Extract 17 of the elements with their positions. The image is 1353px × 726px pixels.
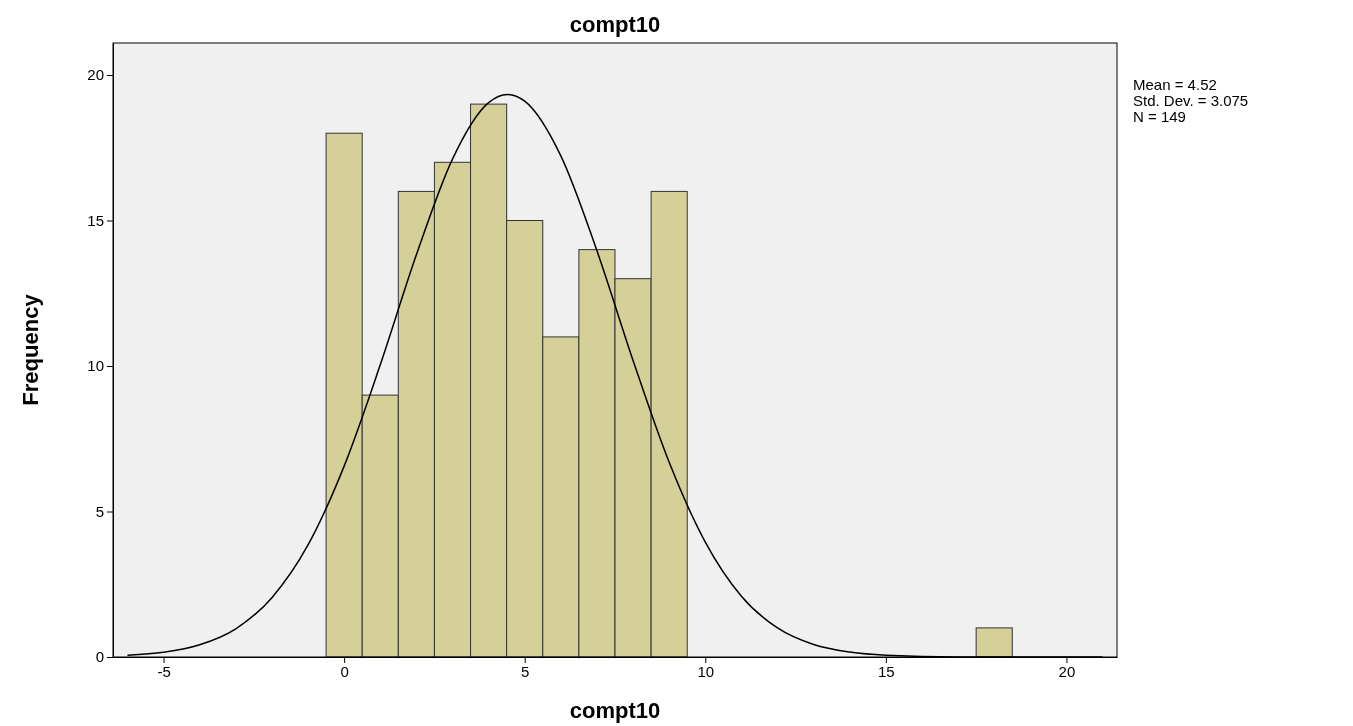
y-tick-label: 5 <box>95 502 104 520</box>
x-axis-title: compt10 <box>569 698 661 723</box>
text: N = 149 <box>1133 108 1186 125</box>
x-tick-label: -5 <box>157 662 171 680</box>
text: Std. Dev. = 3.075 <box>1133 92 1249 109</box>
x-tick-label: 0 <box>340 662 349 680</box>
y-tick-label: 10 <box>87 357 104 375</box>
y-tick-label: 15 <box>87 211 104 229</box>
y-axis-title: Frequency <box>18 293 43 406</box>
x-tick-label: 5 <box>521 662 530 680</box>
y-tick-label: 0 <box>95 648 104 666</box>
y-tick-label: 20 <box>87 66 104 84</box>
x-tick-label: 20 <box>1058 662 1076 680</box>
x-tick-label: 10 <box>697 662 715 680</box>
chart-title: compt10 <box>569 12 661 37</box>
text: Mean = 4.52 <box>1133 76 1217 93</box>
x-tick-label: 15 <box>878 662 895 680</box>
